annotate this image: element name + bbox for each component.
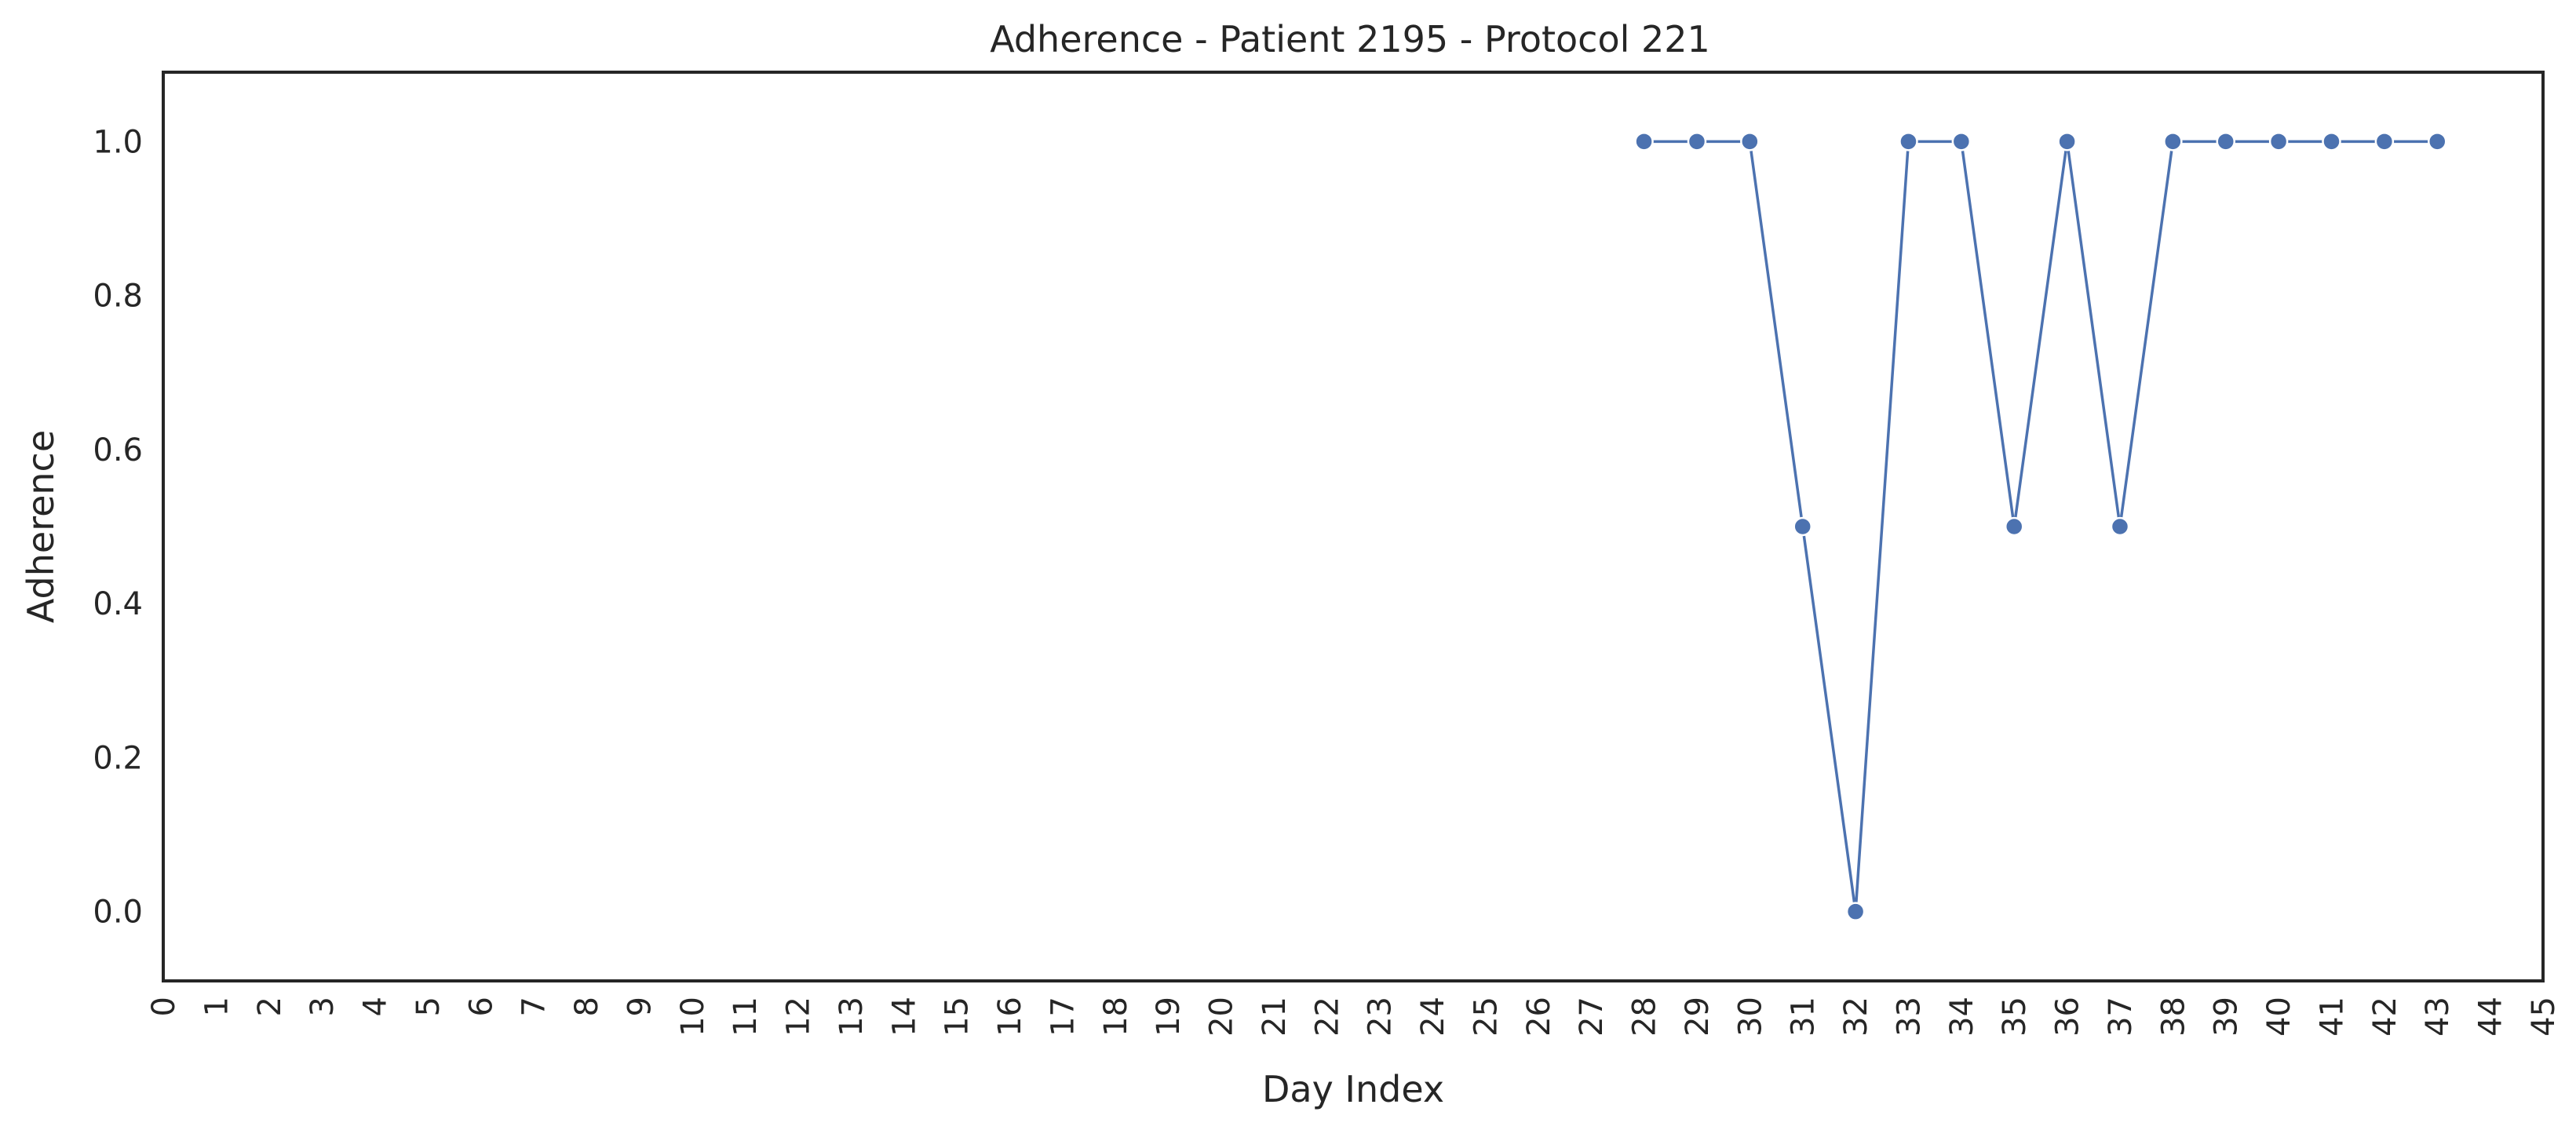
x-tick-label: 21 (1257, 997, 1293, 1037)
x-tick-label: 11 (728, 997, 764, 1037)
x-tick-label: 6 (463, 997, 499, 1016)
x-tick-label: 9 (622, 997, 658, 1016)
x-tick-label: 31 (1786, 997, 1822, 1037)
x-tick-label: 40 (2261, 997, 2297, 1037)
y-tick-label: 0.2 (93, 740, 143, 776)
x-tick-label: 17 (1045, 997, 1081, 1037)
x-tick-label: 33 (1891, 997, 1927, 1037)
series-layer (1634, 132, 2447, 921)
x-tick-label: 19 (1151, 997, 1187, 1037)
x-tick-label: 42 (2367, 997, 2403, 1037)
x-tick-label: 43 (2420, 997, 2456, 1037)
data-point (2163, 132, 2183, 151)
x-tick-label: 15 (940, 997, 976, 1037)
data-point (1951, 132, 1972, 151)
x-tick-label: 8 (569, 997, 605, 1016)
y-tick-label: 0.8 (93, 279, 143, 315)
x-tick-label: 22 (1309, 997, 1345, 1037)
x-tick-label: 18 (1098, 997, 1134, 1037)
x-tick-label: 12 (781, 997, 817, 1037)
x-tick-label: 35 (1997, 997, 2033, 1037)
y-tick-label: 0.4 (93, 586, 143, 622)
data-point (2004, 516, 2024, 537)
x-tick-label: 26 (1521, 997, 1557, 1037)
x-tick-label: 41 (2314, 997, 2350, 1037)
y-tick-label: 0.0 (93, 895, 143, 931)
data-point (2216, 132, 2235, 151)
x-tick-label: 13 (834, 997, 870, 1037)
y-tick-label: 0.6 (93, 432, 143, 468)
x-tick-label: 4 (358, 997, 394, 1016)
data-point (1634, 132, 1654, 151)
x-tick-label: 23 (1363, 997, 1399, 1037)
x-tick-label: 16 (992, 997, 1028, 1037)
x-tick-label: 25 (1468, 997, 1504, 1037)
x-tick-label: 1 (199, 997, 235, 1016)
x-tick-label: 27 (1574, 997, 1610, 1037)
y-axis-label: Adherence (20, 430, 62, 623)
data-point (1899, 132, 1918, 151)
data-point (2427, 132, 2447, 151)
x-tick-label: 29 (1680, 997, 1716, 1037)
x-tick-label: 3 (305, 997, 341, 1016)
plot-area (162, 71, 2545, 982)
data-point (1793, 516, 1812, 537)
x-tick-label: 37 (2103, 997, 2139, 1037)
data-point (2322, 132, 2341, 151)
x-tick-label: 20 (1204, 997, 1240, 1037)
x-axis-ticks: 0 1 2 3 4 5 6 7 8 9 10 11 12 13 14 15 16 17 18 19 20 21 22 23 24… (146, 997, 2562, 1037)
x-tick-label: 39 (2209, 997, 2245, 1037)
x-tick-label: 34 (1944, 997, 1980, 1037)
x-tick-label: 36 (2050, 997, 2086, 1037)
x-tick-label: 24 (1415, 997, 1451, 1037)
data-point (2268, 132, 2289, 151)
series-line (1644, 140, 2438, 913)
data-point (1845, 902, 1866, 921)
x-tick-label: 44 (2473, 997, 2509, 1037)
data-point (1740, 132, 1760, 151)
chart-title: Adherence - Patient 2195 - Protocol 221 (990, 18, 1710, 60)
x-tick-label: 2 (252, 997, 288, 1016)
x-tick-label: 28 (1627, 997, 1663, 1037)
x-tick-label: 5 (410, 997, 447, 1016)
x-tick-label: 32 (1838, 997, 1874, 1037)
x-tick-label: 10 (675, 997, 711, 1037)
x-tick-label: 38 (2155, 997, 2191, 1037)
x-tick-label: 45 (2526, 997, 2562, 1037)
data-point (2110, 516, 2130, 537)
x-axis-label: Day Index (1262, 1068, 1444, 1110)
x-tick-label: 0 (146, 997, 182, 1016)
x-tick-label: 14 (886, 997, 922, 1037)
data-point (2374, 132, 2395, 151)
data-point (2057, 132, 2077, 151)
x-tick-label: 30 (1732, 997, 1768, 1037)
y-tick-label: 1.0 (93, 124, 143, 160)
x-tick-label: 7 (516, 997, 553, 1016)
data-point (1687, 132, 1707, 151)
y-axis-ticks: 0.0 0.2 0.4 0.6 0.8 1.0 (93, 124, 143, 930)
